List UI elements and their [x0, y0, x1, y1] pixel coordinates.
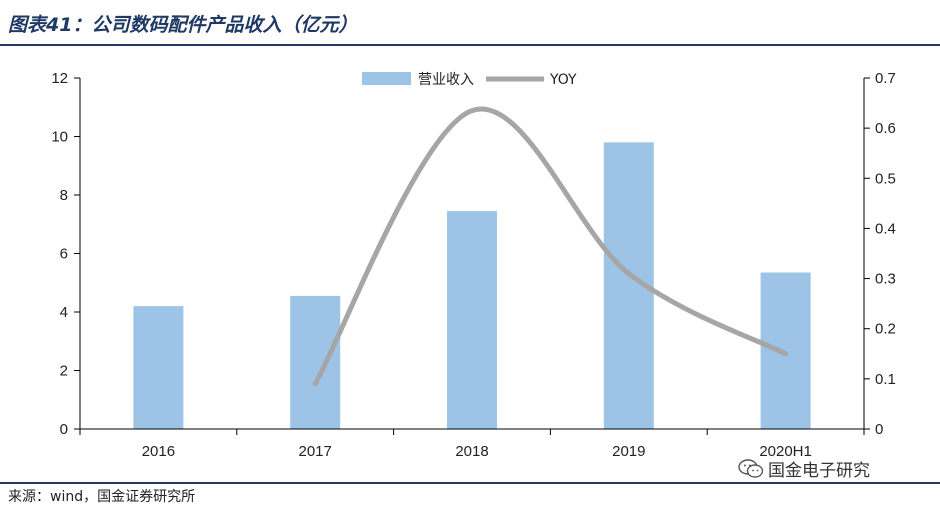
x-tick-label: 2020H1	[759, 443, 812, 460]
x-tick-label: 2019	[612, 443, 645, 460]
y-right-tick-label: 0.3	[875, 271, 896, 288]
bar-2020H1	[760, 272, 811, 429]
x-tick-label: 2017	[299, 443, 332, 460]
bars-layer	[133, 142, 811, 429]
y-right-tick-label: 0.4	[875, 220, 896, 237]
watermark: 国金电子研究	[738, 456, 870, 481]
legend-label-yoy: YOY	[549, 72, 577, 88]
chart-legend: 营业收入 YOY	[362, 72, 577, 88]
watermark-text: 国金电子研究	[768, 461, 870, 481]
y-left-tick-label: 6	[60, 246, 68, 263]
bar-2017	[290, 295, 341, 429]
line-layer	[312, 106, 789, 387]
y-left-tick-label: 0	[60, 421, 68, 438]
wechat-icon	[738, 458, 764, 478]
y-right-tick-label: 0.1	[875, 371, 896, 388]
bar-2016	[133, 306, 184, 429]
y-left-tick-label: 10	[51, 129, 68, 146]
bar-2018	[447, 211, 497, 429]
x-tick-label: 2018	[455, 443, 488, 460]
y-right-tick-label: 0.7	[875, 70, 896, 87]
y-left-tick-label: 2	[60, 363, 68, 380]
y-left-tick-label: 12	[51, 70, 68, 87]
legend-label-revenue: 营业收入	[418, 72, 474, 88]
source-note: 来源：wind，国金证券研究所	[8, 489, 196, 505]
y-right-tick-label: 0.5	[875, 170, 896, 187]
legend-swatch-revenue	[362, 72, 411, 85]
y-right-tick-label: 0	[875, 421, 883, 438]
y-left-tick-label: 4	[60, 304, 68, 321]
x-tick-label: 2016	[142, 443, 175, 460]
page-title: 图表41：公司数码配件产品收入（亿元）	[8, 14, 358, 36]
title-divider	[0, 44, 940, 46]
y-left-tick-label: 8	[60, 187, 68, 204]
y-right-tick-label: 0.6	[875, 120, 896, 137]
axes-layer: 0 2 4 6 8 10 12 0 0.1 0.2 0.3 0.4 0.5 0.6 0.7 2016 2017 2…	[51, 70, 896, 460]
yoy-line	[312, 106, 789, 387]
revenue-yoy-chart: 0 2 4 6 8 10 12 0 0.1 0.2 0.3 0.4 0.5 0.6 0.7 2016 2017 2…	[51, 70, 896, 460]
footer-divider	[0, 482, 940, 484]
y-right-tick-label: 0.2	[875, 321, 896, 338]
